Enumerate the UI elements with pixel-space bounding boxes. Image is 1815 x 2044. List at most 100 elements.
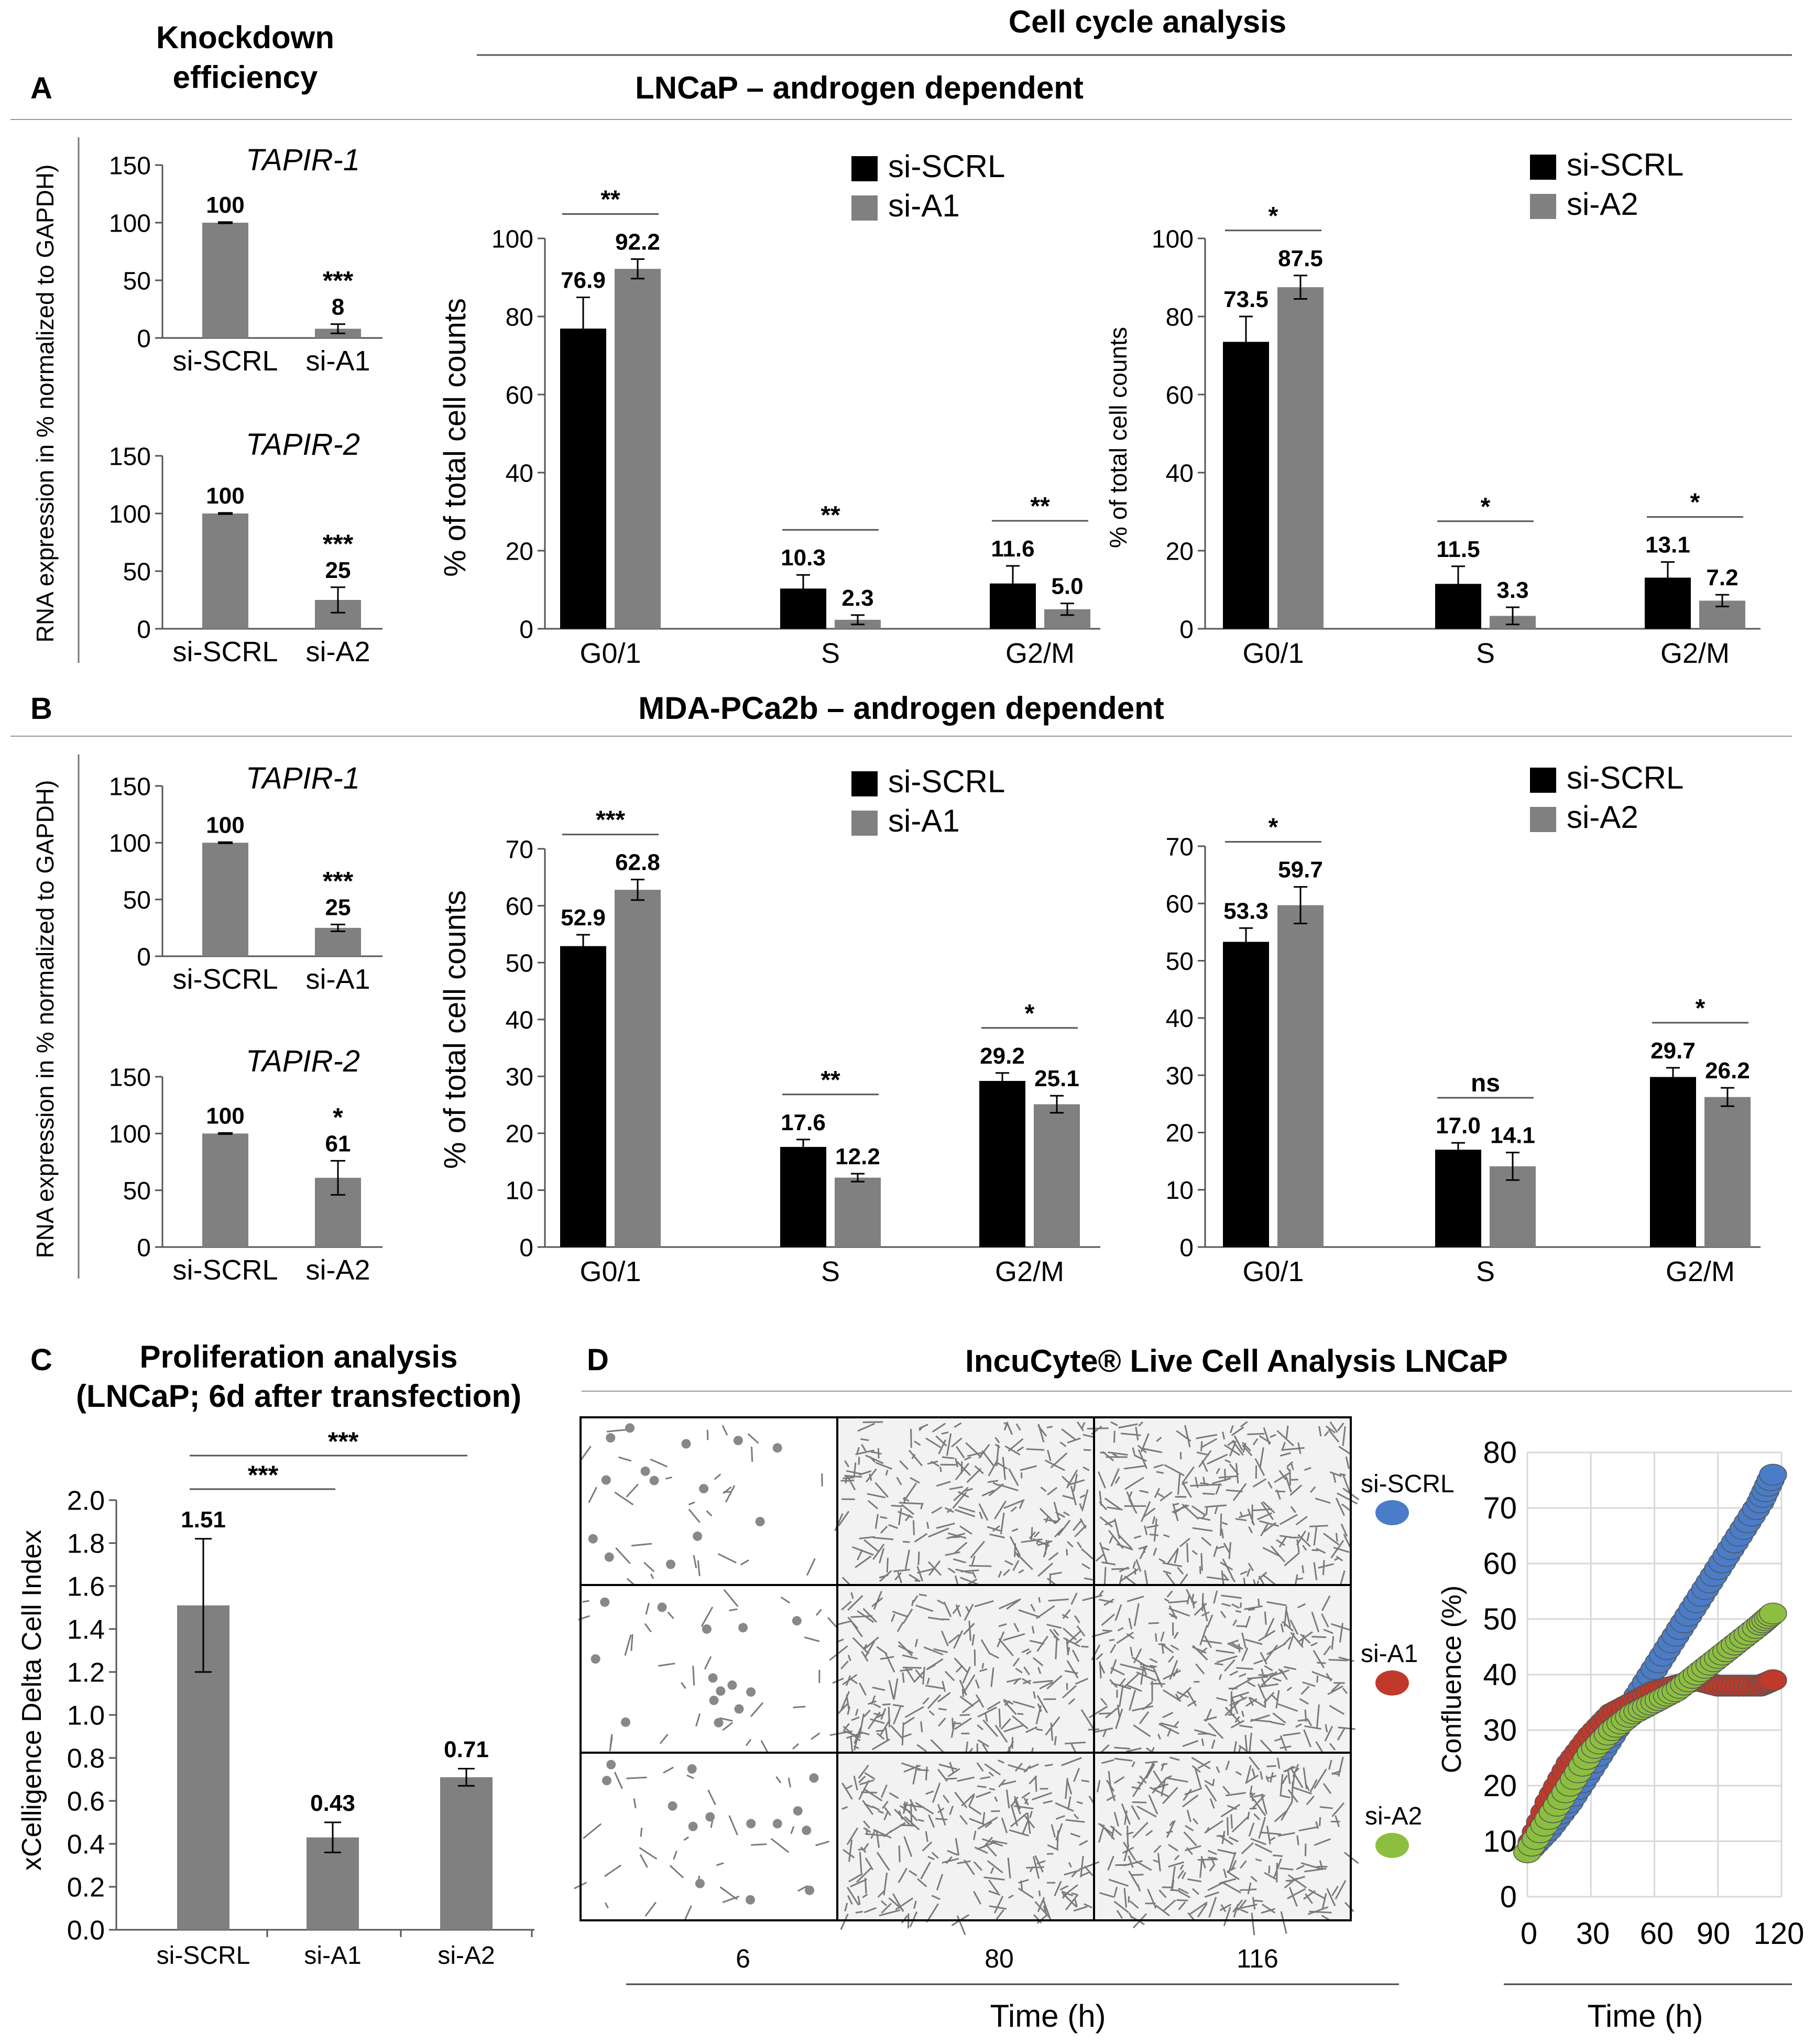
cc_a2-y-tick-label: 100 <box>1152 225 1194 253</box>
kd_b1-value-label: 100 <box>206 812 244 838</box>
kd_a2-title: TAPIR-2 <box>246 428 360 462</box>
cc-b1-ylabel: % of total cell counts <box>438 890 472 1169</box>
cc_a2-bar-si-SCRL <box>1223 342 1269 629</box>
kd_a2-value-label: 100 <box>206 483 244 509</box>
confluence-y-tick-label: 50 <box>1483 1602 1517 1636</box>
prolif-category-label: si-A2 <box>438 1942 495 1970</box>
cc_a1-bar-si-SCRL <box>560 329 606 629</box>
incucyte-xlabel: Time (h) <box>990 1998 1106 2034</box>
confluence-y-tick-label: 60 <box>1483 1547 1517 1581</box>
cc_b2-y-tick-label: 40 <box>1166 1005 1194 1033</box>
kd_b2-category-label: si-SCRL <box>172 1254 278 1286</box>
row-label-a2: si-A2 <box>1365 1802 1422 1830</box>
micrograph-cell-texture <box>834 1421 1103 1597</box>
incucyte-image-grid <box>574 1416 1360 1936</box>
kd_b2-bar <box>202 1133 248 1247</box>
kd_b1-y-tick-label: 150 <box>109 773 151 801</box>
panel-b-title: MDA-PCa2b – androgen dependent <box>638 691 1164 726</box>
kd_b1-title: TAPIR-1 <box>246 761 360 795</box>
micrograph-cell <box>581 1585 837 1753</box>
cc_a2-legend-label: si-SCRL <box>1567 147 1683 182</box>
cc_b2-legend-swatch <box>1530 807 1556 832</box>
cc_a1-significance: ** <box>1030 493 1050 520</box>
cc_b1-value-label: 25.1 <box>1034 1066 1079 1091</box>
kd_b2-y-tick-label: 100 <box>109 1121 151 1149</box>
cc-a2-ylabel: % of total cell counts <box>1105 327 1132 548</box>
kd_a2-category-label: si-A2 <box>305 636 370 668</box>
cc_a2-value-label: 73.5 <box>1223 287 1269 312</box>
kd_a2-y-tick-label: 150 <box>109 443 151 471</box>
micrograph-cell <box>837 1585 1094 1753</box>
cc_b2-legend-swatch <box>1530 768 1556 793</box>
prolif-y-tick-label: 0.4 <box>67 1830 105 1860</box>
kd_a1-y-tick-label: 0 <box>137 325 151 353</box>
prolif-significance: *** <box>328 1427 359 1456</box>
cc_b1-category-label: S <box>821 1256 840 1287</box>
cc_a2-value-label: 87.5 <box>1278 246 1323 271</box>
cc_a2-category-label: G2/M <box>1660 638 1730 669</box>
legend-dot-a1 <box>1375 1670 1409 1696</box>
prolif-value-label: 0.71 <box>444 1737 489 1763</box>
kd_b1-y-tick-label: 0 <box>137 943 151 971</box>
panel-c-title-line2: (LNCaP; 6d after transfection) <box>76 1379 521 1414</box>
cc_a1-y-tick-label: 100 <box>491 225 533 253</box>
kd_b2-value-label: 100 <box>206 1103 244 1129</box>
incucyte-time-label-6: 6 <box>736 1944 750 1973</box>
cc_b1-legend-label: si-A1 <box>888 803 960 838</box>
prolif-y-tick-label: 1.8 <box>67 1529 105 1559</box>
confluence-y-tick-label: 30 <box>1483 1713 1517 1747</box>
cc_b1-y-tick-label: 50 <box>506 949 533 977</box>
kd_a2-bar <box>202 513 248 629</box>
cc_a1-y-tick-label: 80 <box>506 303 533 331</box>
kd_a1-value-label: 100 <box>206 192 244 218</box>
cc_a1-y-tick-label: 0 <box>519 616 533 643</box>
confluence-x-tick-label: 120 <box>1754 1917 1805 1951</box>
micrograph-cell <box>837 1753 1094 1920</box>
kd_a2-y-tick-label: 50 <box>123 558 151 586</box>
kd_b2-y-tick-label: 150 <box>109 1064 151 1091</box>
prolif-bar <box>440 1777 493 1930</box>
micrograph-cell-texture <box>1087 1421 1360 1599</box>
cc_b1-legend-swatch <box>851 811 878 836</box>
knockdown-header-line2: efficiency <box>173 60 318 95</box>
incucyte-time-label-116: 116 <box>1237 1944 1278 1973</box>
kd_b1-value-label: 25 <box>325 894 351 920</box>
cc_a2-legend-label: si-A2 <box>1567 187 1638 222</box>
kd_b2-value-label: 61 <box>325 1131 351 1156</box>
confluence-ylabel: Confluence (%) <box>1437 1586 1467 1773</box>
row-label-a1: si-A1 <box>1361 1640 1418 1668</box>
kd_b1-significance: *** <box>323 866 354 895</box>
kd_a1-value-label: 8 <box>332 294 344 320</box>
cc_b2-y-tick-label: 0 <box>1179 1234 1194 1262</box>
cc_b1-significance: * <box>1025 1000 1035 1028</box>
cc_b2-bar-si-SCRL <box>1435 1150 1481 1247</box>
kd_b1-y-tick-label: 100 <box>109 830 151 858</box>
kd_a2-category-label: si-SCRL <box>172 636 278 668</box>
kd_b2-y-tick-label: 50 <box>123 1177 151 1205</box>
cc_b1-value-label: 52.9 <box>561 905 606 931</box>
micrograph-cell-texture <box>1082 1589 1355 1764</box>
confluence-point-si-A1 <box>1759 1669 1787 1691</box>
confluence-y-tick-label: 80 <box>1483 1436 1517 1470</box>
cc_a2-y-tick-label: 80 <box>1166 303 1194 331</box>
cc_a2-category-label: S <box>1476 638 1495 669</box>
cc_b2-significance: * <box>1269 814 1278 841</box>
cc_b2-value-label: 17.0 <box>1436 1113 1481 1139</box>
cc_a2-value-label: 3.3 <box>1496 577 1528 603</box>
panel-c-title-line1: Proliferation analysis <box>140 1339 458 1374</box>
cc_a1-y-tick-label: 20 <box>506 538 533 565</box>
cc_b1-significance: *** <box>596 806 625 834</box>
cc_b1-category-label: G0/1 <box>580 1256 641 1287</box>
confluence-y-tick-label: 0 <box>1500 1880 1517 1914</box>
kd_b2-y-tick-label: 0 <box>137 1234 151 1262</box>
cc_b2-category-label: G2/M <box>1666 1256 1735 1287</box>
confluence-y-tick-label: 10 <box>1483 1824 1517 1859</box>
cc_a1-value-label: 92.2 <box>615 229 660 255</box>
prolif-y-tick-label: 1.4 <box>67 1615 105 1645</box>
cc_a2-bar-si-A2 <box>1277 287 1324 629</box>
cc_a1-y-tick-label: 60 <box>506 381 533 409</box>
prolif-y-tick-label: 0.0 <box>67 1916 105 1946</box>
cc_b2-value-label: 59.7 <box>1278 857 1323 883</box>
cc_b1-significance: ** <box>821 1066 840 1094</box>
confluence-y-tick-label: 40 <box>1483 1658 1517 1692</box>
